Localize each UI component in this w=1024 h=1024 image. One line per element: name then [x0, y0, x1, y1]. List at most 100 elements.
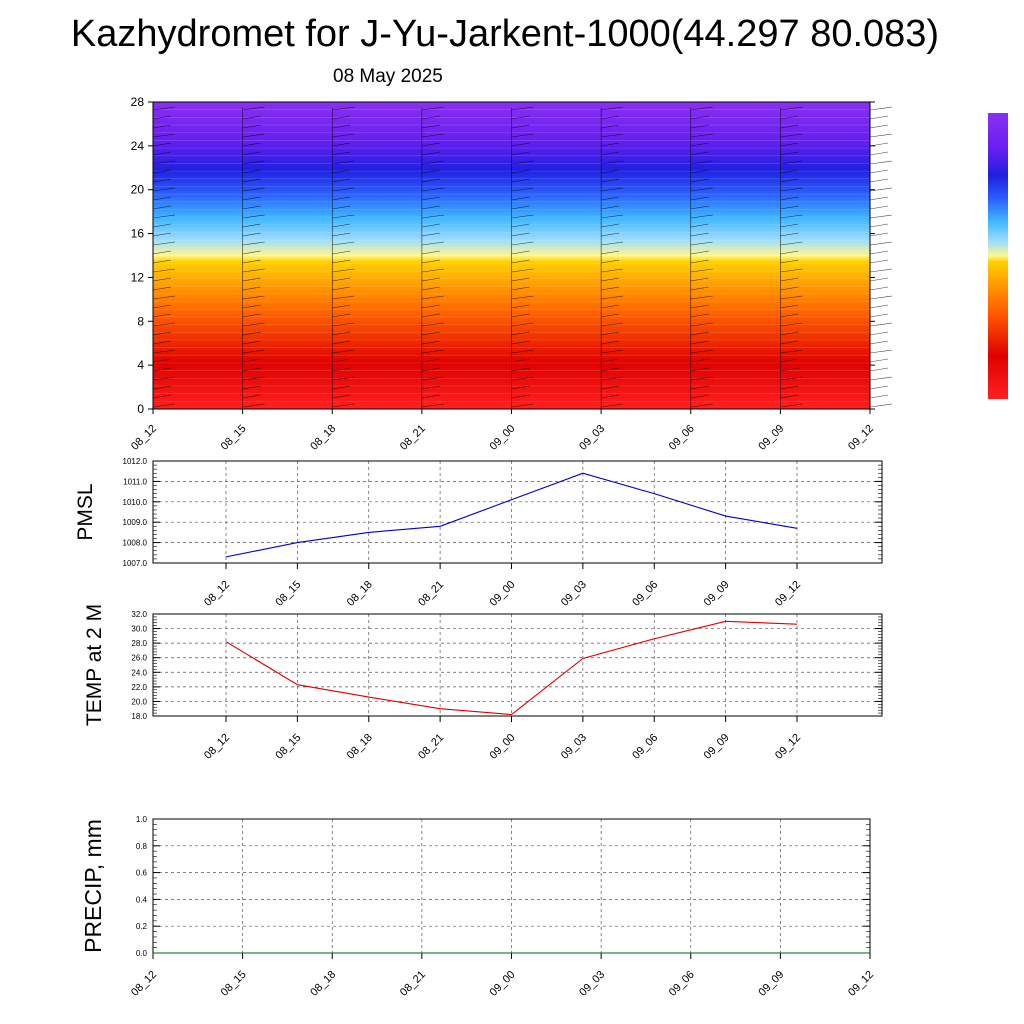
wind-barb	[690, 133, 713, 138]
wind-barb	[601, 313, 620, 318]
wind-barb	[869, 196, 889, 201]
x-tick-label: 09_12	[773, 579, 803, 609]
wind-barb	[332, 385, 351, 390]
wind-barb	[511, 376, 534, 381]
y-tick-label: 0	[137, 402, 144, 416]
wind-barb	[780, 142, 799, 147]
wind-barb	[690, 142, 709, 147]
wind-barb	[690, 331, 709, 336]
wind-barb	[690, 124, 709, 129]
x-tick-label: 09_12	[846, 969, 876, 999]
wind-barb	[242, 142, 261, 147]
wind-barb	[152, 196, 172, 201]
x-tick-label: 08_21	[416, 579, 446, 609]
wind-barb	[869, 268, 893, 273]
wind-barb	[780, 295, 803, 300]
wind-barb	[690, 295, 713, 300]
wind-barb	[421, 367, 440, 372]
wind-barb	[511, 367, 530, 372]
wind-barb	[421, 196, 440, 201]
wind-barb	[511, 286, 530, 291]
wind-barb	[332, 277, 351, 282]
wind-barb	[780, 376, 803, 381]
wind-barb	[780, 340, 799, 345]
wind-barb	[869, 106, 893, 111]
wind-barb	[780, 196, 799, 201]
y-tick-label: 28	[131, 95, 145, 109]
wind-barb	[242, 259, 261, 264]
wind-barb	[332, 268, 355, 273]
wind-barb	[152, 367, 172, 372]
y-tick-label: 20	[131, 183, 145, 197]
wind-barb	[332, 349, 355, 354]
wind-barb	[601, 358, 620, 363]
wind-barb	[780, 232, 799, 237]
wind-barb	[332, 160, 355, 165]
wind-barb	[421, 376, 444, 381]
wind-barb	[869, 259, 889, 264]
y-tick-label: 28.0	[131, 639, 147, 648]
wind-barb	[511, 106, 534, 111]
wind-barb	[332, 232, 351, 237]
wind-barb	[152, 151, 172, 156]
x-tick-label: 08_15	[219, 423, 249, 453]
wind-barb	[152, 403, 176, 408]
wind-barb	[869, 367, 889, 372]
y-tick-label: 1011.0	[123, 477, 147, 486]
wind-barb	[780, 268, 803, 273]
wind-barb	[152, 250, 172, 255]
wind-barb	[690, 187, 713, 192]
wind-barb	[332, 394, 351, 399]
wind-barb	[690, 313, 709, 318]
wind-barb	[780, 151, 799, 156]
y-tick-label: 1012.0	[123, 457, 148, 466]
wind-barb	[242, 304, 261, 309]
x-tick-label: 08_12	[202, 579, 232, 609]
wind-barb	[421, 205, 440, 210]
wind-barb	[332, 106, 355, 111]
wind-barb	[511, 196, 530, 201]
wind-barb	[421, 349, 444, 354]
x-tick-label: 09_00	[488, 732, 518, 762]
x-tick-label: 08_18	[308, 969, 338, 999]
wind-barb	[421, 178, 440, 183]
wind-barb	[601, 250, 620, 255]
wind-barb	[780, 115, 799, 120]
x-tick-label: 08_18	[345, 732, 375, 762]
wind-barb	[780, 313, 799, 318]
wind-barb	[152, 385, 172, 390]
wind-barb	[690, 340, 709, 345]
wind-barb	[242, 178, 261, 183]
wind-barb	[421, 286, 440, 291]
wind-barb	[152, 394, 172, 399]
x-tick-label: 09_09	[702, 732, 732, 762]
y-tick-label: 1007.0	[123, 559, 148, 568]
wind-barb	[690, 196, 709, 201]
x-tick-label: 08_21	[398, 969, 428, 999]
wind-barb	[601, 106, 624, 111]
wind-barb	[152, 358, 172, 363]
wind-barb	[601, 349, 624, 354]
x-tick-label: 09_00	[488, 423, 518, 453]
panel-frame	[152, 460, 883, 564]
wind-barb	[869, 232, 889, 237]
wind-barb	[332, 115, 351, 120]
wind-barb	[421, 250, 440, 255]
wind-barb	[421, 223, 440, 228]
wind-barb	[421, 187, 444, 192]
wind-barb	[869, 349, 893, 354]
wind-barb	[332, 124, 351, 129]
wind-barb	[421, 106, 444, 111]
wind-barb	[690, 277, 709, 282]
wind-barb	[332, 331, 351, 336]
wind-barb	[601, 286, 620, 291]
colorbar	[988, 113, 1008, 399]
x-tick-label: 09_06	[630, 732, 660, 762]
wind-barb	[332, 196, 351, 201]
wind-barb	[421, 340, 440, 345]
wind-barb	[601, 169, 620, 174]
wind-barb	[152, 322, 176, 327]
wind-barb	[511, 205, 530, 210]
wind-barb	[421, 115, 440, 120]
